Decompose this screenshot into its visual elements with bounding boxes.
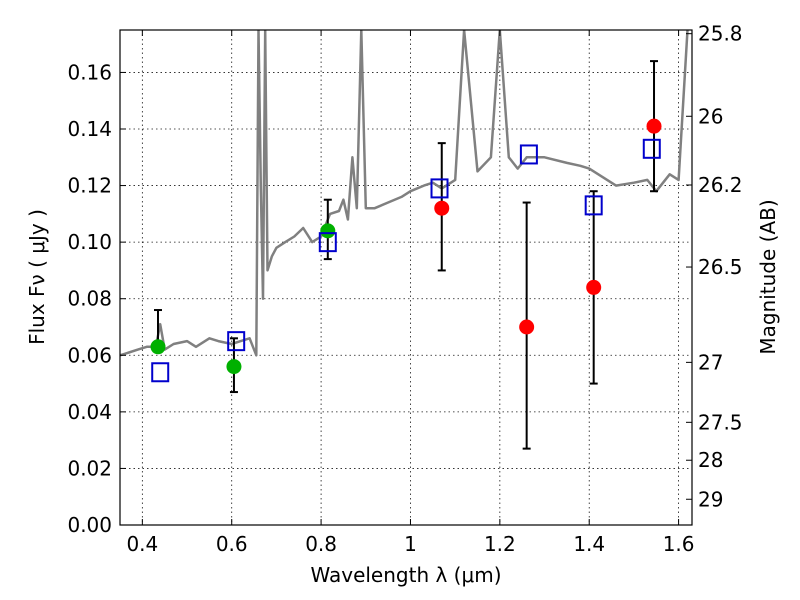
y-tick-label: 0.12 [67, 174, 112, 198]
right-tick-label: 28 [698, 448, 723, 472]
x-tick-label: 0.6 [216, 532, 248, 556]
right-tick-label: 25.8 [698, 22, 743, 46]
right-tick-label: 27 [698, 350, 723, 374]
model-point [227, 331, 246, 352]
y-tick-label: 0.16 [67, 60, 112, 84]
model-point [430, 178, 449, 199]
y-tick-label: 0.04 [67, 400, 112, 424]
right-tick-label: 26.2 [698, 173, 743, 197]
right-y-axis-label: Magnitude (AB) [756, 199, 780, 354]
x-tick-label: 1.6 [663, 532, 695, 556]
y-tick-label: 0.14 [67, 117, 112, 141]
y-tick-label: 0.10 [67, 230, 112, 254]
y-tick-label: 0.00 [67, 513, 112, 537]
right-tick-label: 27.5 [698, 410, 743, 434]
tick-layer: 0.4 0.6 0.8 1 1.2 1.4 1.6 0.00 0.02 0.04 0.06 0.08 0… [67, 22, 742, 556]
model-point [151, 362, 170, 383]
right-tick-label: 26 [698, 104, 723, 128]
model-point [642, 138, 661, 159]
data-point [150, 339, 166, 355]
y-tick-label: 0.06 [67, 343, 112, 367]
x-tick-label: 0.8 [305, 532, 337, 556]
x-tick-label: 1.4 [573, 532, 605, 556]
x-tick-label: 0.4 [126, 532, 158, 556]
data-layer [120, 30, 689, 450]
plot-frame [119, 29, 693, 526]
x-axis-label: Wavelength λ (μm) [310, 563, 501, 587]
model-point [318, 232, 337, 253]
model-point [584, 195, 603, 216]
x-tick-label: 1.2 [484, 532, 516, 556]
y-tick-label: 0.08 [67, 287, 112, 311]
data-point [320, 223, 336, 239]
data-point [586, 279, 602, 295]
data-point [434, 200, 450, 216]
x-tick-label: 1 [404, 532, 417, 556]
grid-layer [120, 30, 692, 526]
data-point [519, 319, 535, 335]
data-point [226, 359, 242, 375]
data-point [646, 118, 662, 134]
right-tick-label: 26.5 [698, 255, 743, 279]
model-point [519, 144, 538, 165]
right-tick-label: 29 [698, 487, 723, 511]
spectrum-line [120, 30, 689, 357]
y-axis-label: Flux Fν ( μJy ) [25, 209, 49, 345]
y-tick-label: 0.02 [67, 456, 112, 480]
